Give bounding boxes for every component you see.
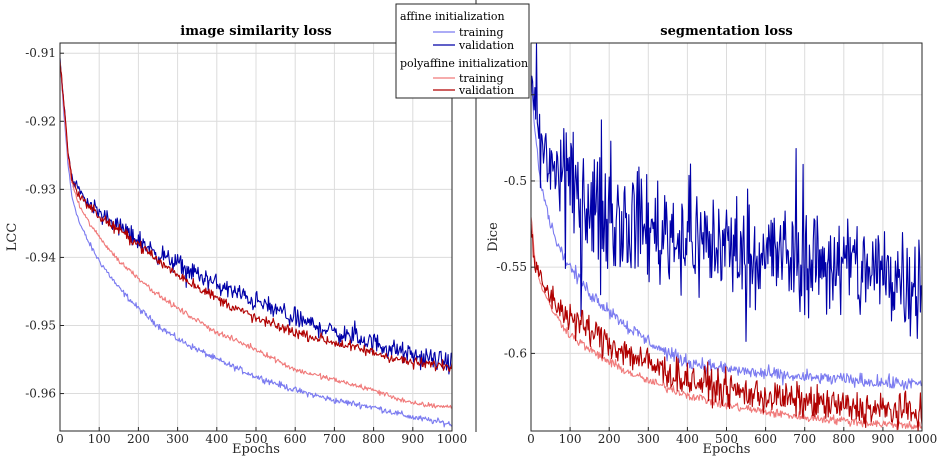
right-xtick-label-800: 800 (832, 432, 855, 446)
right-title: segmentation loss (660, 24, 792, 39)
right-panel-segmentation-loss: 01002003004005006007008009001000-0.45-0.… (486, 24, 937, 457)
left-xtick-label-400: 400 (205, 432, 228, 446)
right-xtick-label-500: 500 (715, 432, 738, 446)
left-tick-labels: 0 100 200 300 400 500 600 700 800 900 1000 -0.91 -0.… (25, 46, 467, 446)
left-xtick-label-200: 200 (127, 432, 150, 446)
right-series-affine-initialization-validation (530, 42, 923, 342)
left-xtick-label-0: 0 (56, 432, 64, 446)
right-series-polyaffine-initialization-training (530, 216, 923, 431)
left-ytick-label--0_91: -0.91 (25, 46, 56, 60)
right-ytick-label--0_6: -0.6 (504, 346, 527, 360)
left-ytick-label--0_94: -0.94 (25, 250, 56, 264)
left-xtick-label-300: 300 (166, 432, 189, 446)
right-ytick-label--0_5: -0.5 (504, 174, 527, 188)
left-panel-image-similarity-loss: 0 100 200 300 400 500 600 700 800 900 1000 -0.91 -0.… (5, 24, 467, 457)
right-ytick-label--0_55: -0.55 (496, 260, 527, 274)
legend: affine initialization training validatio… (395, 3, 530, 99)
legend-group-title-affine: affine initialization (400, 10, 505, 23)
right-xtick-label-600: 600 (754, 432, 777, 446)
right-series-group (530, 42, 923, 432)
legend-box (395, 3, 530, 99)
right-xtick-label-700: 700 (793, 432, 816, 446)
left-ytick-label--0_93: -0.93 (25, 182, 56, 196)
left-xtick-label-700: 700 (323, 432, 346, 446)
legend-label-polyaffine-training: training (459, 72, 503, 85)
right-xlabel: Epochs (703, 442, 751, 457)
right-xtick-label-1000: 1000 (907, 432, 937, 446)
left-ytick-label--0_92: -0.92 (25, 114, 56, 128)
left-xlabel: Epochs (232, 442, 280, 457)
right-series-affine-initialization-training (530, 75, 923, 391)
right-xtick-label-100: 100 (559, 432, 582, 446)
right-xtick-label-0: 0 (527, 432, 535, 446)
left-ylabel: LCC (5, 223, 20, 252)
left-xtick-label-600: 600 (284, 432, 307, 446)
left-ytick-label--0_95: -0.95 (25, 318, 56, 332)
right-series-polyaffine-initialization-validation (530, 224, 923, 432)
left-title: image similarity loss (180, 24, 331, 39)
left-xtick-label-100: 100 (88, 432, 111, 446)
left-series-affine-initialization-training (59, 59, 453, 428)
right-xtick-label-200: 200 (598, 432, 621, 446)
right-xtick-label-400: 400 (676, 432, 699, 446)
left-series-polyaffine-initialization-validation (59, 61, 453, 372)
left-ytick-label--0_96: -0.96 (25, 387, 56, 401)
left-xtick-label-800: 800 (362, 432, 385, 446)
right-xtick-label-300: 300 (637, 432, 660, 446)
legend-label-polyaffine-validation: validation (458, 84, 514, 97)
legend-group-title-polyaffine: polyaffine initialization (400, 57, 528, 70)
right-ylabel: Dice (486, 222, 501, 252)
right-xtick-label-900: 900 (871, 432, 894, 446)
legend-label-affine-validation: validation (458, 39, 514, 52)
left-xtick-label-500: 500 (245, 432, 268, 446)
legend-label-affine-training: training (459, 26, 503, 39)
left-xtick-label-1000: 1000 (437, 432, 468, 446)
left-series-polyaffine-initialization-training (59, 59, 453, 409)
left-series-group (59, 57, 453, 428)
left-xtick-label-900: 900 (401, 432, 424, 446)
